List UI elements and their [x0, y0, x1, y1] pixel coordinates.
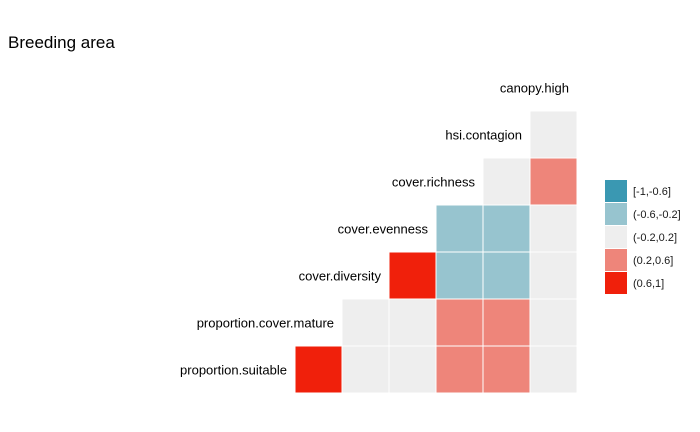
- heatmap-cell: [529, 157, 578, 206]
- legend-label: (-0.6,-0.2]: [633, 209, 681, 221]
- legend-swatch: [605, 272, 627, 294]
- legend-label: (-0.2,0.2]: [633, 232, 677, 244]
- legend-swatch: [605, 249, 627, 271]
- heatmap-cell: [482, 298, 531, 347]
- variable-label: cover.evenness: [338, 222, 429, 237]
- variable-label: proportion.cover.mature: [197, 316, 334, 331]
- heatmap-cell: [294, 345, 343, 394]
- variable-label: canopy.high: [500, 81, 569, 96]
- legend-label: (0.2,0.6]: [633, 255, 673, 267]
- heatmap-cell: [388, 345, 437, 394]
- variable-label: proportion.suitable: [180, 363, 287, 378]
- legend: [-1,-0.6] (-0.6,-0.2] (-0.2,0.2] (0.2,0.6] (…: [605, 180, 681, 294]
- heatmap-cell: [435, 251, 484, 300]
- heatmap-cell: [435, 204, 484, 253]
- heatmap-cell: [435, 345, 484, 394]
- heatmap-cell: [482, 157, 531, 206]
- heatmap-cell: [482, 204, 531, 253]
- heatmap-cells: [294, 110, 578, 394]
- heatmap-cell: [529, 110, 578, 159]
- chart-title: Breeding area: [8, 33, 115, 52]
- legend-swatch: [605, 203, 627, 225]
- variable-labels: proportion.suitable proportion.cover.matu…: [180, 81, 569, 378]
- heatmap-cell: [341, 345, 390, 394]
- heatmap-cell: [529, 204, 578, 253]
- heatmap-cell: [529, 345, 578, 394]
- heatmap-cell: [482, 251, 531, 300]
- variable-label: hsi.contagion: [445, 128, 522, 143]
- variable-label: cover.richness: [392, 175, 476, 190]
- heatmap-cell: [529, 251, 578, 300]
- heatmap-cell: [388, 298, 437, 347]
- heatmap-cell: [388, 251, 437, 300]
- heatmap-cell: [529, 298, 578, 347]
- heatmap-cell: [482, 345, 531, 394]
- legend-label: [-1,-0.6]: [633, 186, 671, 198]
- variable-label: cover.diversity: [299, 269, 382, 284]
- legend-swatch: [605, 226, 627, 248]
- heatmap-cell: [435, 298, 484, 347]
- heatmap-cell: [341, 298, 390, 347]
- legend-swatch: [605, 180, 627, 202]
- legend-label: (0.6,1]: [633, 278, 664, 290]
